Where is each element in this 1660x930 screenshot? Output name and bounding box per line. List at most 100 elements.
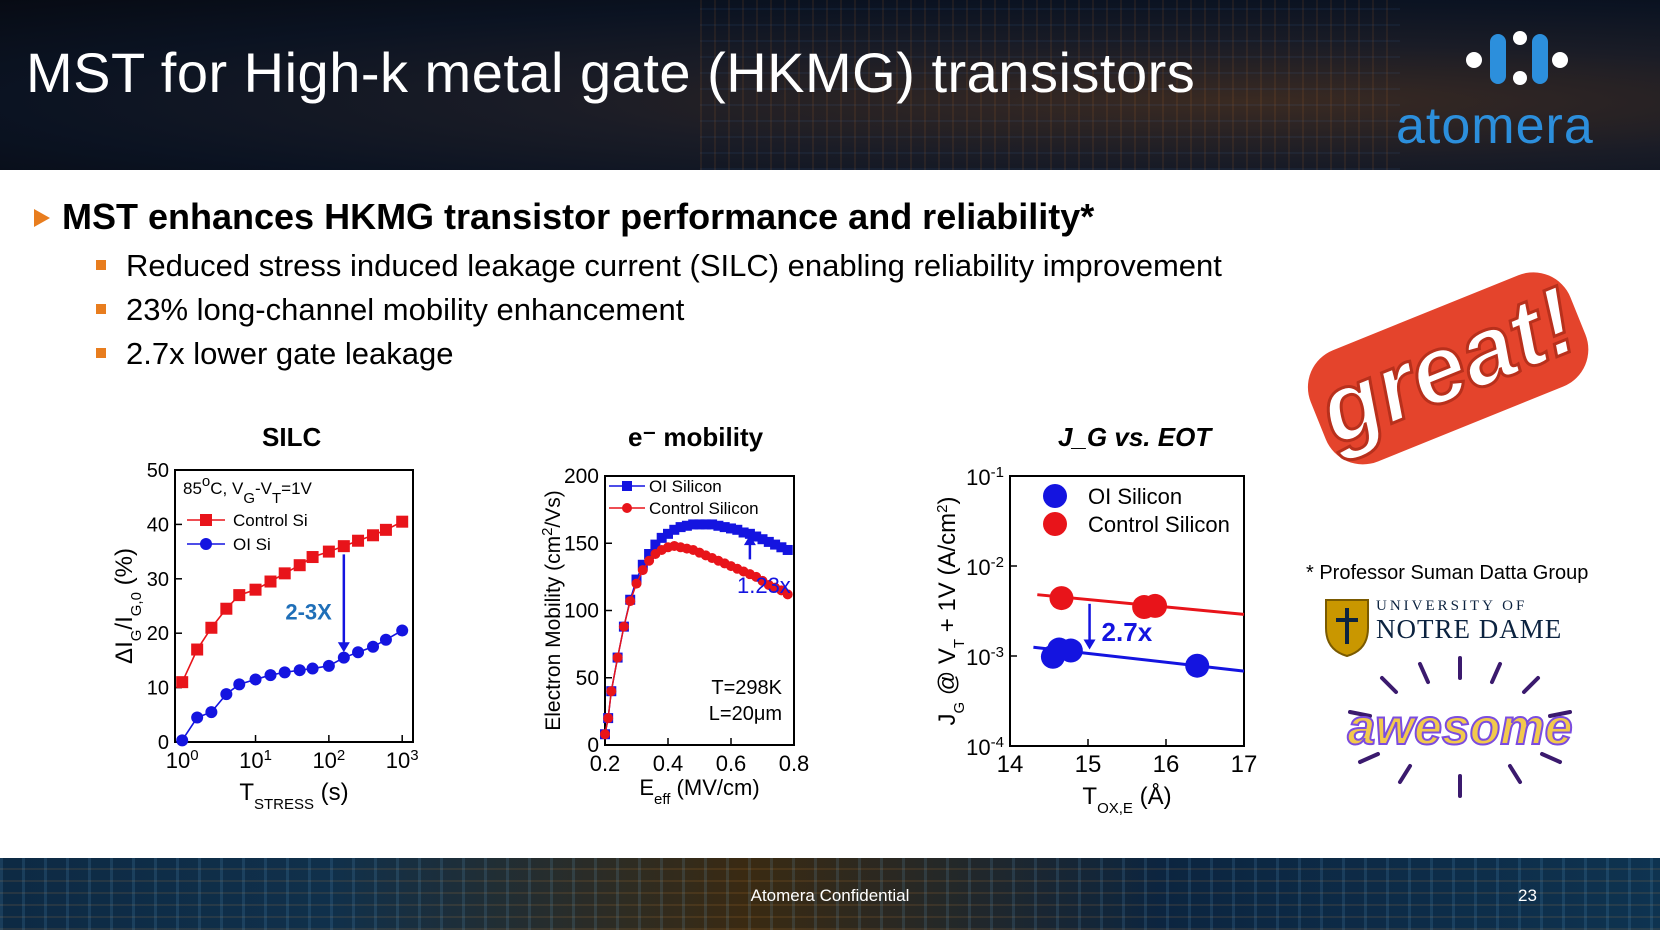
mob-data-point: [631, 578, 642, 589]
silc-data-point: [191, 643, 204, 656]
footer-banner: Atomera Confidential 23: [0, 858, 1660, 930]
header-banner: MST for High-k metal gate (HKMG) transis…: [0, 0, 1660, 170]
silc-data-point: [322, 659, 335, 672]
jg-data-point: [1058, 638, 1083, 663]
jg-legend-entry: OI Silicon: [1088, 484, 1182, 509]
sub-bullet-text: 2.7x lower gate leakage: [126, 336, 454, 371]
jg-legend-entry: Control Silicon: [1088, 512, 1230, 537]
silc-y-tick-label: 20: [147, 623, 169, 645]
jg-annotation: 2.7x: [1102, 617, 1153, 647]
notre-dame-shield-icon: [1325, 599, 1369, 658]
mob-x-tick-label: 0.6: [716, 751, 747, 776]
silc-data-point: [191, 711, 204, 724]
sub-bullet: 2.7x lower gate leakage: [96, 336, 453, 372]
mob-legend-marker: [622, 503, 632, 513]
mob-data-point: [618, 621, 629, 632]
jg-x-axis-label: TOX,E (Å): [1082, 782, 1171, 817]
circuit-background: [700, 0, 1400, 170]
mob-data-point: [644, 549, 655, 560]
mob-data-point: [763, 536, 774, 547]
silc-data-point: [337, 651, 350, 664]
silc-data-point: [293, 559, 306, 572]
jg-legend-marker: [1043, 484, 1067, 508]
mob-data-point: [637, 565, 648, 576]
mob-data-point: [713, 520, 724, 531]
silc-data-point: [352, 646, 365, 659]
jg-y-tick-label: 10-4: [966, 734, 1004, 761]
mob-legend-entry: OI Silicon: [649, 477, 722, 496]
jg-legend-marker: [1043, 512, 1067, 536]
mob-data-point: [669, 524, 680, 535]
mob-data-point: [675, 522, 686, 533]
mob-y-tick-label: 50: [576, 667, 599, 690]
jg-plot-frame: [1009, 475, 1245, 747]
silc-data-point: [249, 583, 262, 596]
silc-y-tick-label: 30: [147, 569, 169, 591]
silc-x-tick-label: 101: [239, 747, 272, 774]
silc-y-tick-label: 10: [147, 678, 169, 700]
silc-data-point: [306, 551, 319, 564]
circuit-background: [0, 858, 1660, 930]
jg-y-tick-label: 10-3: [966, 644, 1004, 671]
mob-data-point: [663, 528, 673, 539]
silc-data-point: [293, 664, 306, 677]
chart-title-mobility: e⁻ mobility: [628, 422, 764, 452]
jg-data-point: [1049, 586, 1074, 611]
mob-data-point: [625, 596, 636, 607]
silc-data-point: [396, 624, 409, 637]
jg-x-tick-label: 17: [1231, 751, 1258, 778]
mob-data-point: [782, 544, 793, 555]
silc-y-tick-label: 50: [147, 460, 169, 482]
silc-data-point: [176, 676, 189, 689]
main-bullet: MST enhances HKMG transistor performance…: [34, 196, 1094, 238]
sub-bullet: Reduced stress induced leakage current (…: [96, 248, 1222, 284]
silc-data-point: [322, 545, 335, 558]
mob-data-point: [688, 519, 699, 530]
silc-x-tick-label: 100: [166, 747, 199, 774]
great-sticker: great!: [1301, 265, 1592, 467]
mob-y-tick-label: 200: [564, 465, 599, 488]
silc-annotation: 2-3X: [285, 599, 332, 624]
silc-data-point: [367, 640, 380, 653]
awesome-sticker: awesome: [1346, 656, 1574, 798]
mob-x-axis-label: Eeff (MV/cm): [639, 775, 759, 808]
nd-notre-dame: NOTRE DAME: [1376, 614, 1563, 644]
silc-data-point: [249, 673, 262, 686]
mob-y-tick-label: 0: [587, 734, 599, 757]
bullet-square-icon: [96, 260, 106, 270]
silc-x-tick-label: 102: [312, 747, 345, 774]
silc-data-point: [205, 621, 218, 634]
silc-data-point: [205, 706, 218, 719]
mob-data-point: [644, 555, 655, 566]
mob-arrow-head: [743, 535, 756, 546]
silc-y-tick-label: 0: [158, 732, 169, 754]
mob-x-tick-label: 0.8: [779, 751, 810, 776]
silc-data-point: [264, 669, 277, 682]
mob-data-point: [719, 522, 730, 533]
silc-data-point: [278, 567, 291, 580]
mob-data-point: [726, 523, 736, 534]
silc-legend-marker: [200, 514, 212, 526]
mob-data-point: [751, 531, 762, 542]
jg-data-point: [1143, 593, 1168, 618]
silc-data-point: [220, 602, 233, 615]
mob-y-tick-label: 150: [564, 532, 599, 555]
silc-plot-frame: [174, 469, 414, 743]
jg-arrow-head: [1083, 639, 1096, 650]
awesome-sticker-text: awesome: [1347, 699, 1572, 755]
silc-data-point: [233, 678, 246, 691]
page-number: 23: [1518, 886, 1537, 905]
mob-y-axis-label: Electron Mobility (cm2/Vs): [539, 490, 566, 731]
silc-data-point: [220, 688, 233, 701]
mob-legend-entry: Control Silicon: [649, 499, 759, 518]
silc-data-point: [379, 523, 392, 536]
sub-bullet-text: 23% long-channel mobility enhancement: [126, 292, 685, 327]
jg-x-tick-label: 15: [1075, 751, 1102, 778]
nd-university-of: UNIVERSITY OF: [1376, 598, 1528, 614]
chart-title-jg: J_G vs. EOT: [1058, 422, 1212, 452]
footer-confidential: Atomera Confidential: [750, 886, 910, 905]
mob-data-point: [782, 589, 793, 600]
silc-data-point: [233, 589, 246, 602]
mob-data-point: [694, 519, 705, 530]
mob-data-point: [707, 519, 718, 530]
